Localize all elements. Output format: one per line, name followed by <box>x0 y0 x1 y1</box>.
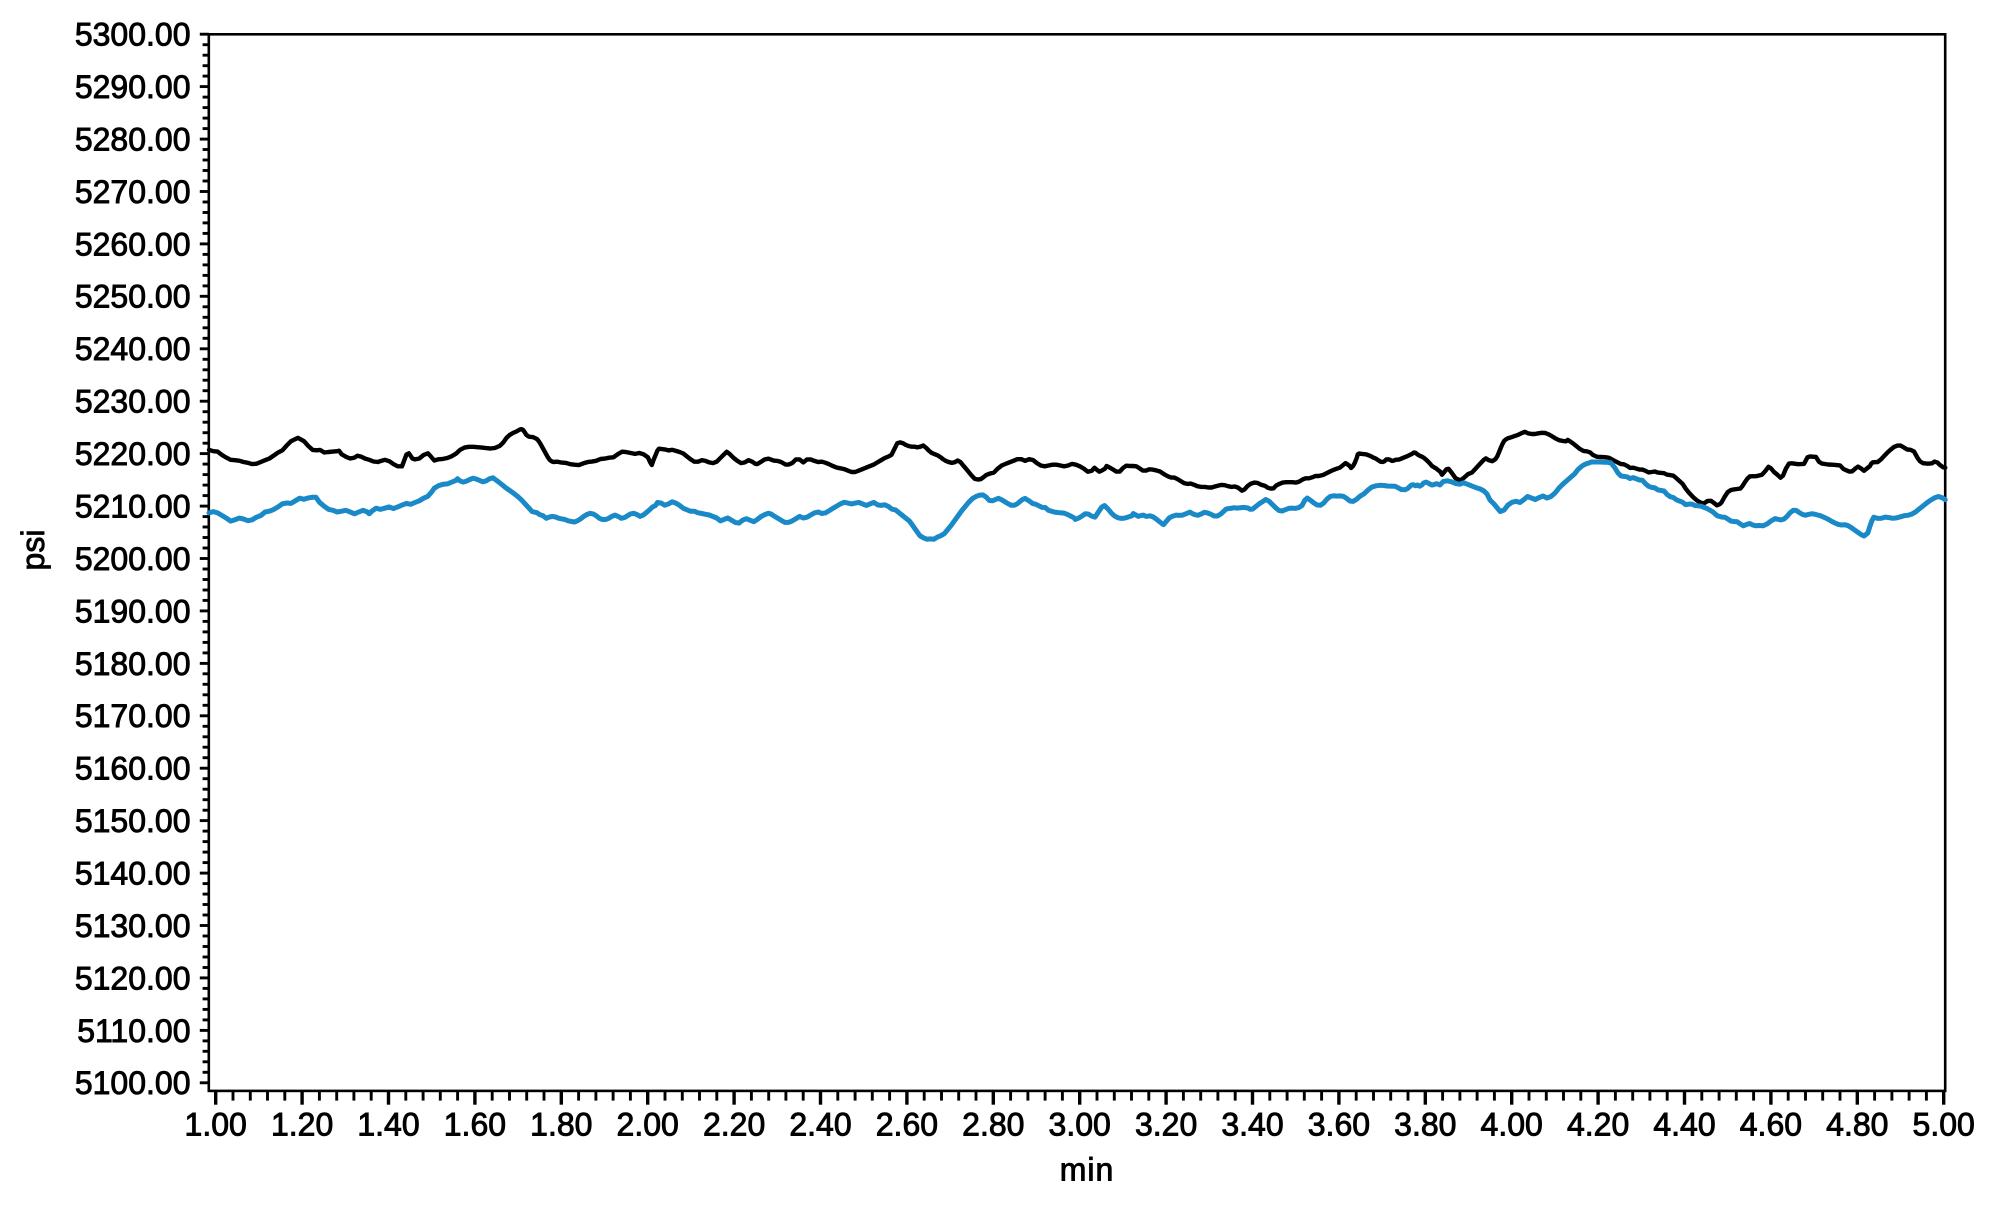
svg-text:psi: psi <box>15 530 51 571</box>
svg-text:5180.00: 5180.00 <box>75 646 191 682</box>
svg-text:5300.00: 5300.00 <box>75 17 191 53</box>
svg-text:4.60: 4.60 <box>1740 1107 1802 1143</box>
svg-text:2.00: 2.00 <box>617 1107 679 1143</box>
svg-text:2.80: 2.80 <box>962 1107 1024 1143</box>
svg-text:4.80: 4.80 <box>1826 1107 1888 1143</box>
svg-text:3.40: 3.40 <box>1221 1107 1283 1143</box>
svg-text:5170.00: 5170.00 <box>75 698 191 734</box>
svg-text:3.00: 3.00 <box>1049 1107 1111 1143</box>
svg-text:5240.00: 5240.00 <box>75 331 191 367</box>
svg-text:2.20: 2.20 <box>703 1107 765 1143</box>
svg-text:5160.00: 5160.00 <box>75 751 191 787</box>
svg-text:5250.00: 5250.00 <box>75 279 191 315</box>
svg-text:3.60: 3.60 <box>1308 1107 1370 1143</box>
svg-text:5200.00: 5200.00 <box>75 541 191 577</box>
svg-text:2.60: 2.60 <box>876 1107 938 1143</box>
svg-text:4.40: 4.40 <box>1653 1107 1715 1143</box>
svg-text:2.40: 2.40 <box>789 1107 851 1143</box>
svg-text:1.40: 1.40 <box>357 1107 419 1143</box>
svg-text:5270.00: 5270.00 <box>75 174 191 210</box>
svg-text:4.20: 4.20 <box>1567 1107 1629 1143</box>
svg-text:min: min <box>1060 1152 1115 1188</box>
svg-text:5100.00: 5100.00 <box>75 1065 191 1101</box>
svg-text:1.60: 1.60 <box>444 1107 506 1143</box>
svg-text:4.00: 4.00 <box>1481 1107 1543 1143</box>
svg-text:1.00: 1.00 <box>185 1107 247 1143</box>
svg-text:5140.00: 5140.00 <box>75 856 191 892</box>
svg-text:5260.00: 5260.00 <box>75 226 191 262</box>
svg-text:5120.00: 5120.00 <box>75 960 191 996</box>
svg-text:1.20: 1.20 <box>271 1107 333 1143</box>
svg-text:5280.00: 5280.00 <box>75 122 191 158</box>
svg-text:5130.00: 5130.00 <box>75 908 191 944</box>
svg-text:5210.00: 5210.00 <box>75 489 191 525</box>
svg-text:3.80: 3.80 <box>1394 1107 1456 1143</box>
svg-text:3.20: 3.20 <box>1135 1107 1197 1143</box>
svg-text:5110.00: 5110.00 <box>77 1013 190 1049</box>
svg-text:1.80: 1.80 <box>530 1107 592 1143</box>
svg-text:5220.00: 5220.00 <box>75 436 191 472</box>
svg-text:5190.00: 5190.00 <box>75 593 191 629</box>
svg-text:5.00: 5.00 <box>1913 1107 1975 1143</box>
svg-text:5290.00: 5290.00 <box>75 69 191 105</box>
svg-text:5230.00: 5230.00 <box>75 384 191 420</box>
svg-text:5150.00: 5150.00 <box>75 803 191 839</box>
